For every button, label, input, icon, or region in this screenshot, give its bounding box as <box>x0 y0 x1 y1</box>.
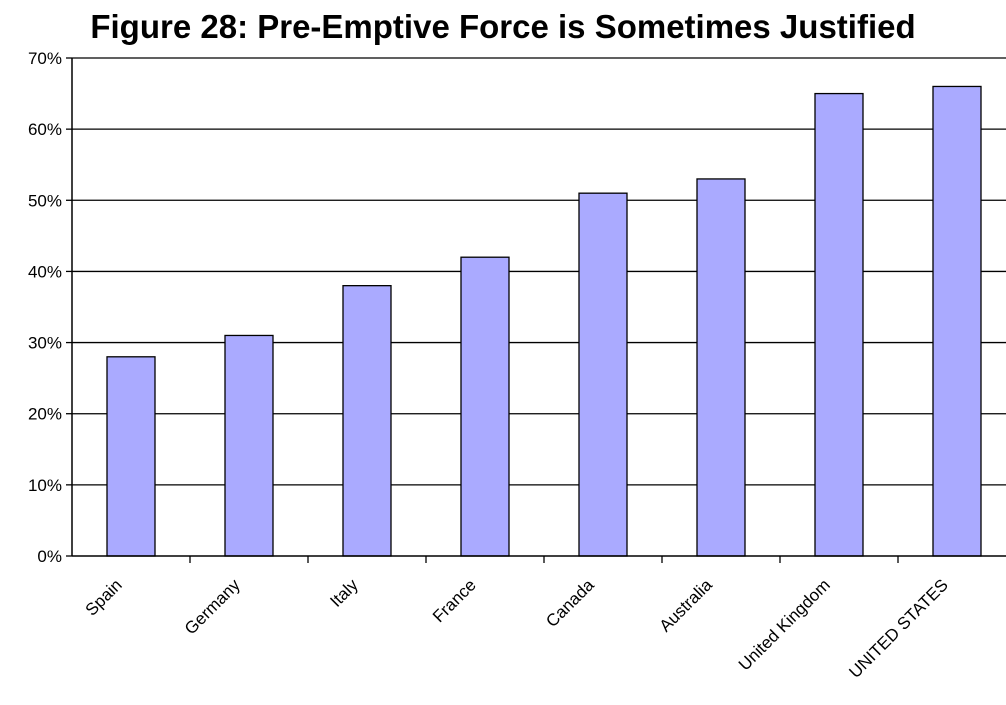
x-tick-label: Italy <box>326 575 362 611</box>
bar <box>342 285 392 557</box>
bars <box>106 85 982 557</box>
bar <box>460 256 510 557</box>
x-tick-label: Germany <box>181 575 244 638</box>
y-tick-label: 60% <box>28 120 62 139</box>
y-tick-label: 20% <box>28 405 62 424</box>
y-tick-label: 10% <box>28 476 62 495</box>
y-tick-label: 30% <box>28 334 62 353</box>
x-tick-label: Canada <box>542 575 598 631</box>
y-tick-label: 0% <box>37 547 62 566</box>
x-tick-label: UNITED STATES <box>845 575 951 681</box>
axes <box>66 57 1006 563</box>
bar <box>932 85 982 557</box>
y-tick-label: 50% <box>28 191 62 210</box>
gridlines <box>72 57 1006 486</box>
bar <box>578 192 628 557</box>
y-tick-labels: 0% 10% 20% 30% 40% 50% 60% 70% <box>28 49 62 566</box>
x-tick-label: France <box>429 575 480 626</box>
bar <box>224 334 274 557</box>
x-tick-label: United Kingdom <box>735 575 834 674</box>
x-tick-label: Spain <box>82 575 126 619</box>
y-tick-label: 70% <box>28 49 62 68</box>
chart-title: Figure 28: Pre-Emptive Force is Sometime… <box>90 8 916 45</box>
x-tick-label: Australia <box>656 575 717 636</box>
bar <box>696 178 746 557</box>
x-tick-labels: Spain Germany Italy France Canada Australia Un… <box>82 575 952 682</box>
bar <box>814 92 864 557</box>
y-tick-label: 40% <box>28 262 62 281</box>
bar <box>106 356 156 557</box>
